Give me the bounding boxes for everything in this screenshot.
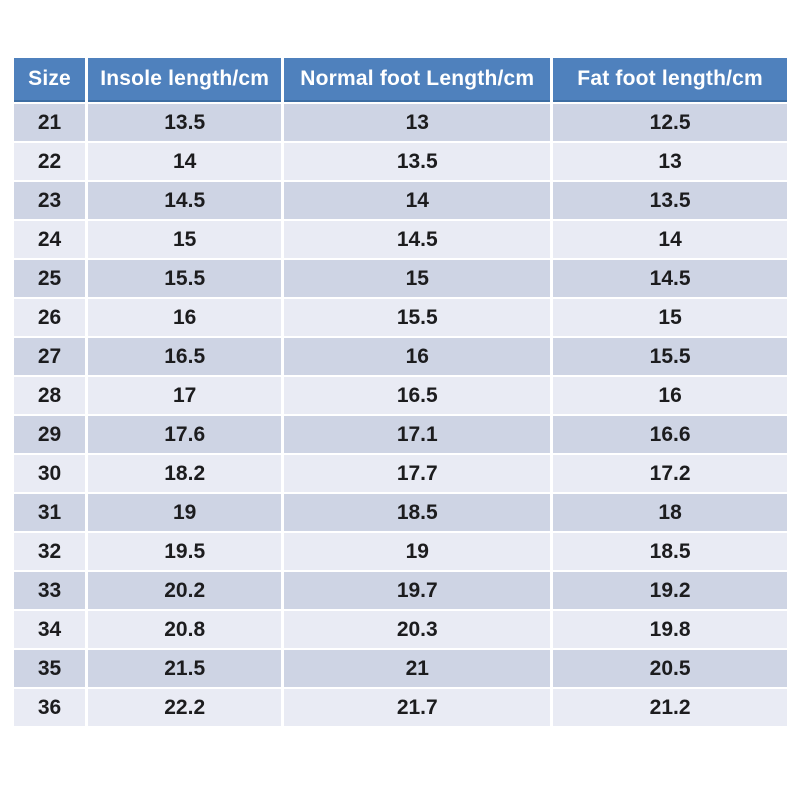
insole-length-cell: 18.2 bbox=[88, 455, 282, 492]
insole-length-cell: 14 bbox=[88, 143, 282, 180]
header-size: Size bbox=[14, 58, 86, 102]
table-row: 35 21.5 21 20.5 bbox=[14, 650, 787, 687]
table-row: 26 16 15.5 15 bbox=[14, 299, 787, 336]
size-chart-container: Size Insole length/cm Normal foot Length… bbox=[11, 56, 790, 728]
normal-foot-length-cell: 17.7 bbox=[284, 455, 551, 492]
fat-foot-length-cell: 18 bbox=[553, 494, 787, 531]
size-cell: 25 bbox=[14, 260, 86, 297]
normal-foot-length-cell: 21 bbox=[284, 650, 551, 687]
table-row: 22 14 13.5 13 bbox=[14, 143, 787, 180]
insole-length-cell: 15 bbox=[88, 221, 282, 258]
normal-foot-length-cell: 16.5 bbox=[284, 377, 551, 414]
insole-length-cell: 21.5 bbox=[88, 650, 282, 687]
table-body: 21 13.5 13 12.5 22 14 13.5 13 23 14.5 14 13.5 24 15 14… bbox=[14, 104, 787, 726]
table-row: 27 16.5 16 15.5 bbox=[14, 338, 787, 375]
fat-foot-length-cell: 17.2 bbox=[553, 455, 787, 492]
table-header-row: Size Insole length/cm Normal foot Length… bbox=[14, 58, 787, 102]
insole-length-cell: 14.5 bbox=[88, 182, 282, 219]
size-cell: 30 bbox=[14, 455, 86, 492]
table-row: 23 14.5 14 13.5 bbox=[14, 182, 787, 219]
fat-foot-length-cell: 16.6 bbox=[553, 416, 787, 453]
insole-length-cell: 16.5 bbox=[88, 338, 282, 375]
header-insole-length: Insole length/cm bbox=[88, 58, 282, 102]
normal-foot-length-cell: 14.5 bbox=[284, 221, 551, 258]
size-cell: 21 bbox=[14, 104, 86, 141]
insole-length-cell: 15.5 bbox=[88, 260, 282, 297]
size-cell: 33 bbox=[14, 572, 86, 609]
table-row: 25 15.5 15 14.5 bbox=[14, 260, 787, 297]
header-fat-foot-length: Fat foot length/cm bbox=[553, 58, 787, 102]
fat-foot-length-cell: 20.5 bbox=[553, 650, 787, 687]
normal-foot-length-cell: 20.3 bbox=[284, 611, 551, 648]
size-cell: 22 bbox=[14, 143, 86, 180]
insole-length-cell: 19 bbox=[88, 494, 282, 531]
size-cell: 27 bbox=[14, 338, 86, 375]
table-row: 24 15 14.5 14 bbox=[14, 221, 787, 258]
size-cell: 35 bbox=[14, 650, 86, 687]
table-row: 31 19 18.5 18 bbox=[14, 494, 787, 531]
fat-foot-length-cell: 12.5 bbox=[553, 104, 787, 141]
size-chart-table: Size Insole length/cm Normal foot Length… bbox=[11, 56, 790, 728]
insole-length-cell: 22.2 bbox=[88, 689, 282, 726]
insole-length-cell: 20.2 bbox=[88, 572, 282, 609]
table-row: 34 20.8 20.3 19.8 bbox=[14, 611, 787, 648]
normal-foot-length-cell: 16 bbox=[284, 338, 551, 375]
size-cell: 32 bbox=[14, 533, 86, 570]
normal-foot-length-cell: 13 bbox=[284, 104, 551, 141]
size-cell: 23 bbox=[14, 182, 86, 219]
fat-foot-length-cell: 21.2 bbox=[553, 689, 787, 726]
insole-length-cell: 17 bbox=[88, 377, 282, 414]
table-row: 28 17 16.5 16 bbox=[14, 377, 787, 414]
fat-foot-length-cell: 13.5 bbox=[553, 182, 787, 219]
normal-foot-length-cell: 19 bbox=[284, 533, 551, 570]
normal-foot-length-cell: 15.5 bbox=[284, 299, 551, 336]
fat-foot-length-cell: 14 bbox=[553, 221, 787, 258]
normal-foot-length-cell: 13.5 bbox=[284, 143, 551, 180]
normal-foot-length-cell: 14 bbox=[284, 182, 551, 219]
size-cell: 36 bbox=[14, 689, 86, 726]
size-cell: 24 bbox=[14, 221, 86, 258]
normal-foot-length-cell: 21.7 bbox=[284, 689, 551, 726]
fat-foot-length-cell: 15 bbox=[553, 299, 787, 336]
size-cell: 29 bbox=[14, 416, 86, 453]
table-row: 32 19.5 19 18.5 bbox=[14, 533, 787, 570]
fat-foot-length-cell: 13 bbox=[553, 143, 787, 180]
fat-foot-length-cell: 19.2 bbox=[553, 572, 787, 609]
fat-foot-length-cell: 15.5 bbox=[553, 338, 787, 375]
fat-foot-length-cell: 14.5 bbox=[553, 260, 787, 297]
table-row: 21 13.5 13 12.5 bbox=[14, 104, 787, 141]
normal-foot-length-cell: 18.5 bbox=[284, 494, 551, 531]
size-cell: 26 bbox=[14, 299, 86, 336]
normal-foot-length-cell: 15 bbox=[284, 260, 551, 297]
insole-length-cell: 19.5 bbox=[88, 533, 282, 570]
size-cell: 28 bbox=[14, 377, 86, 414]
size-cell: 34 bbox=[14, 611, 86, 648]
insole-length-cell: 17.6 bbox=[88, 416, 282, 453]
insole-length-cell: 13.5 bbox=[88, 104, 282, 141]
table-row: 33 20.2 19.7 19.2 bbox=[14, 572, 787, 609]
insole-length-cell: 16 bbox=[88, 299, 282, 336]
table-row: 29 17.6 17.1 16.6 bbox=[14, 416, 787, 453]
fat-foot-length-cell: 18.5 bbox=[553, 533, 787, 570]
fat-foot-length-cell: 19.8 bbox=[553, 611, 787, 648]
insole-length-cell: 20.8 bbox=[88, 611, 282, 648]
normal-foot-length-cell: 17.1 bbox=[284, 416, 551, 453]
size-cell: 31 bbox=[14, 494, 86, 531]
normal-foot-length-cell: 19.7 bbox=[284, 572, 551, 609]
table-row: 36 22.2 21.7 21.2 bbox=[14, 689, 787, 726]
table-row: 30 18.2 17.7 17.2 bbox=[14, 455, 787, 492]
header-normal-foot-length: Normal foot Length/cm bbox=[284, 58, 551, 102]
fat-foot-length-cell: 16 bbox=[553, 377, 787, 414]
